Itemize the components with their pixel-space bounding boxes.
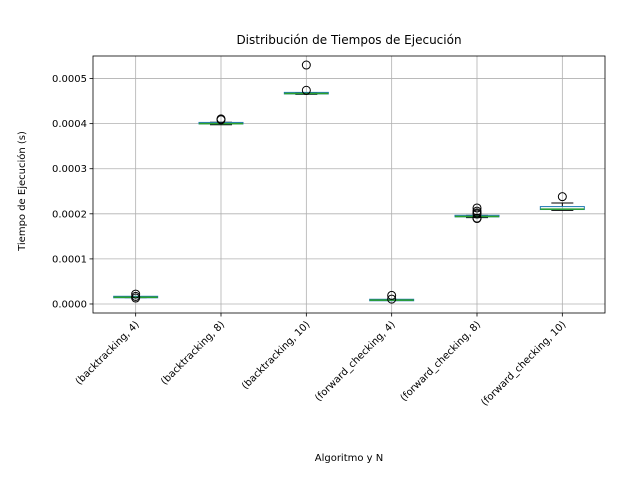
- plot-frame: [92, 55, 606, 314]
- box-3: [283, 60, 329, 95]
- box-1: [113, 289, 159, 303]
- outlier-point: [131, 291, 141, 301]
- y-tick-label: 0.0002: [52, 209, 87, 220]
- y-tick-label: 0.0001: [52, 254, 87, 265]
- outlier-point: [472, 206, 482, 216]
- outlier-point: [216, 114, 226, 124]
- y-axis-label: Tiempo de Ejecución (s): [16, 131, 28, 252]
- outlier-point: [472, 213, 482, 223]
- box-series: [113, 60, 585, 304]
- y-tick-label: 0.0004: [52, 119, 87, 130]
- outlier-point: [301, 60, 311, 70]
- chart-title: Distribución de Tiempos de Ejecución: [236, 33, 461, 47]
- y-tick-label: 0.0005: [52, 74, 87, 85]
- outlier-point: [131, 289, 141, 299]
- y-tick-label: 0.0003: [52, 164, 87, 175]
- x-axis-label: Algoritmo y N: [315, 453, 384, 464]
- box-5: [454, 203, 500, 224]
- outlier-point: [387, 290, 397, 300]
- y-tick-label: 0.0000: [52, 299, 87, 310]
- outlier-point: [557, 192, 567, 202]
- box-6: [539, 192, 585, 211]
- grid-lines: [93, 56, 605, 313]
- outlier-point: [472, 203, 482, 213]
- y-axis: 0.0000 0.0001 0.0002 0.0003 0.0004 0.0005: [52, 74, 93, 310]
- outlier-point: [387, 294, 397, 304]
- box-2: [198, 114, 244, 126]
- box-4: [369, 290, 415, 304]
- outlier-point: [301, 85, 311, 95]
